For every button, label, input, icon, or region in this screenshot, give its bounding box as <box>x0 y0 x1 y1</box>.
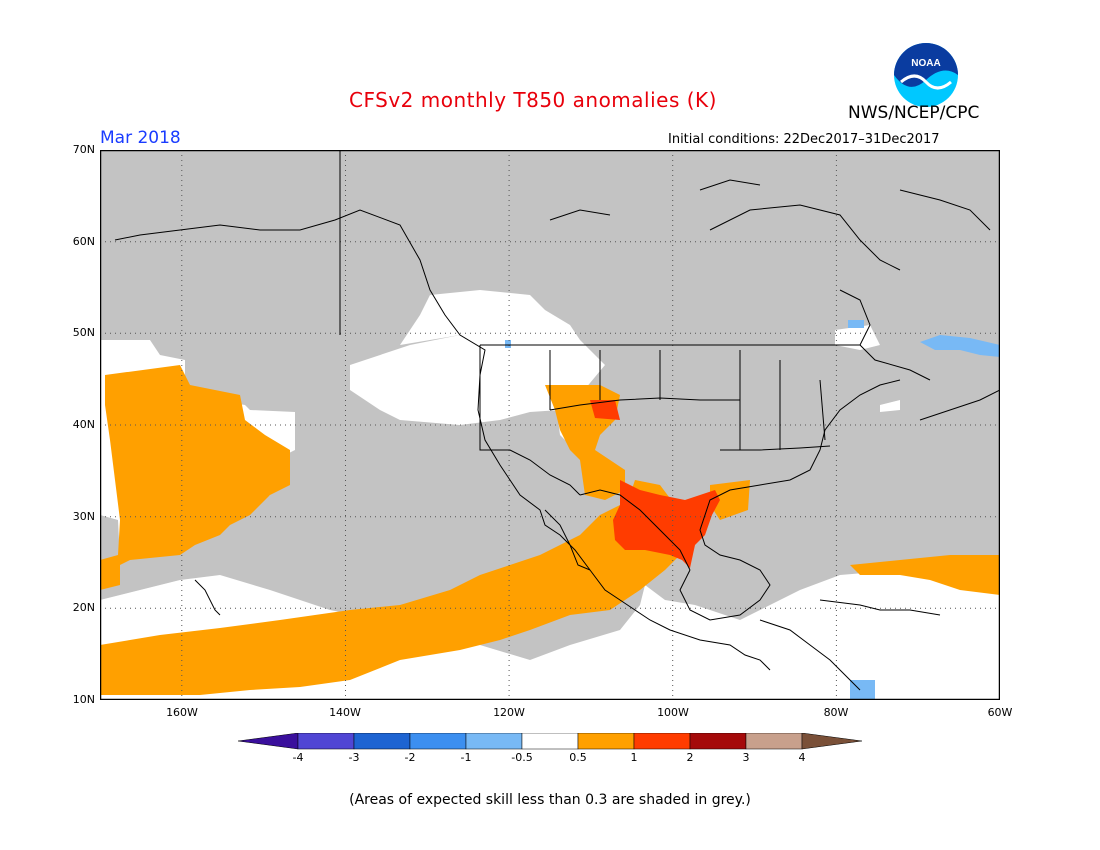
lon-label: 100W <box>657 706 689 719</box>
anomaly-map <box>100 150 1000 700</box>
graticule <box>100 150 1000 700</box>
colorbar-label: -4 <box>292 751 304 764</box>
map-frame <box>100 150 1000 700</box>
colorbar-label: 3 <box>742 751 750 764</box>
colorbar-label: 0.5 <box>569 751 587 764</box>
coastlines <box>114 150 1000 691</box>
skill-footnote: (Areas of expected skill less than 0.3 a… <box>349 792 751 808</box>
lat-label: 30N <box>72 510 95 523</box>
agency-label: NWS/NCEP/CPC <box>848 103 980 123</box>
colorbar <box>238 733 862 750</box>
lon-label: 60W <box>987 706 1013 719</box>
lon-label: 140W <box>329 706 361 719</box>
lon-label: 160W <box>166 706 198 719</box>
lat-label: 20N <box>72 601 95 614</box>
lat-label: 60N <box>72 235 95 248</box>
colorbar-label: 2 <box>686 751 694 764</box>
initial-conditions: Initial conditions: 22Dec2017–31Dec2017 <box>668 132 940 147</box>
positive-anomaly-1-2 <box>590 400 720 568</box>
noaa-logo-text: NOAA <box>911 58 940 69</box>
colorbar-label: 4 <box>798 751 806 764</box>
lat-label: 70N <box>72 143 95 156</box>
negative-anomaly-0.5-1 <box>505 320 1000 700</box>
colorbar-label: -2 <box>404 751 416 764</box>
forecast-month: Mar 2018 <box>100 128 181 148</box>
map-title: CFSv2 monthly T850 anomalies (K) <box>349 88 717 112</box>
lon-label: 80W <box>823 706 849 719</box>
lat-label: 40N <box>72 418 95 431</box>
colorbar-label: 1 <box>630 751 638 764</box>
lat-label: 10N <box>72 693 95 706</box>
lon-label: 120W <box>493 706 525 719</box>
colorbar-label: -3 <box>348 751 360 764</box>
colorbar-label: -0.5 <box>511 751 533 764</box>
colorbar-label: -1 <box>460 751 472 764</box>
lat-label: 50N <box>72 326 95 339</box>
noaa-logo-icon: NOAA <box>894 43 958 107</box>
positive-anomaly-0.5-1 <box>100 365 1000 695</box>
